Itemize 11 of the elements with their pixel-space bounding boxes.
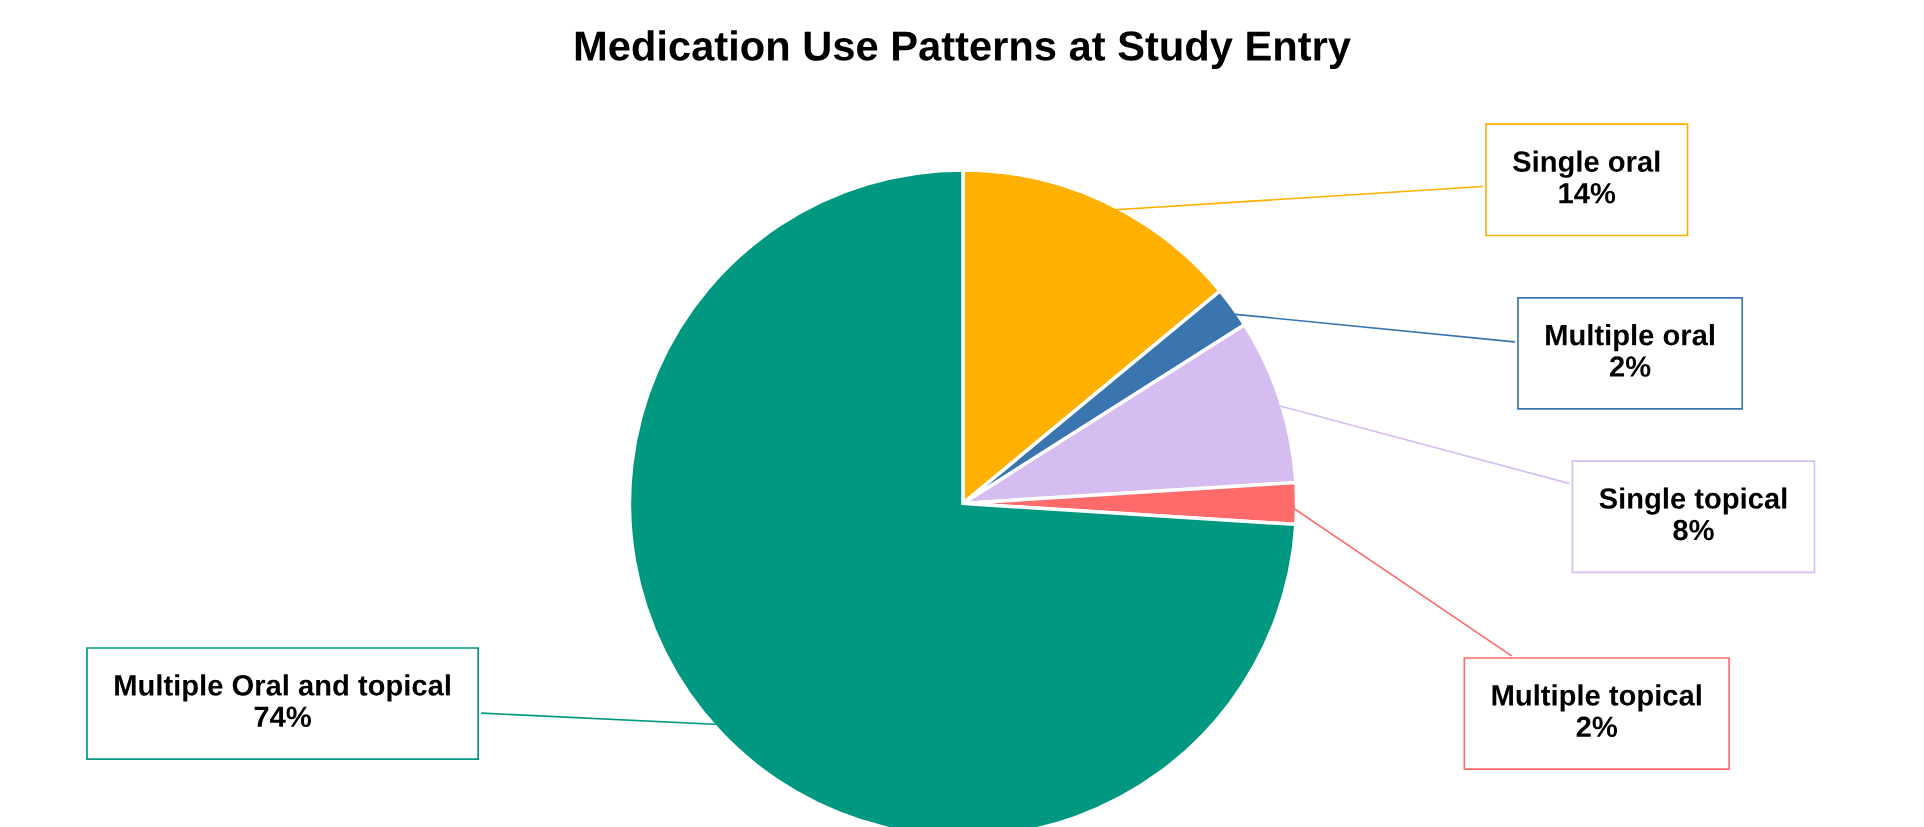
chart-title: Medication Use Patterns at Study Entry xyxy=(575,30,1351,70)
slice-label: Multiple topical xyxy=(1492,684,1701,712)
data-label: 2% xyxy=(1576,716,1618,738)
slice-label: Multiple oral xyxy=(1546,324,1714,352)
data-label: 2% xyxy=(1610,356,1651,377)
data-label: 14% xyxy=(1559,182,1616,204)
data-label: 74% xyxy=(254,706,311,728)
slice-label: Single topical xyxy=(1599,487,1787,515)
slice-label: Multiple Oral and topical xyxy=(115,674,450,702)
data-label: 8% xyxy=(1673,519,1714,541)
slice-label: Single oral xyxy=(1513,150,1660,178)
